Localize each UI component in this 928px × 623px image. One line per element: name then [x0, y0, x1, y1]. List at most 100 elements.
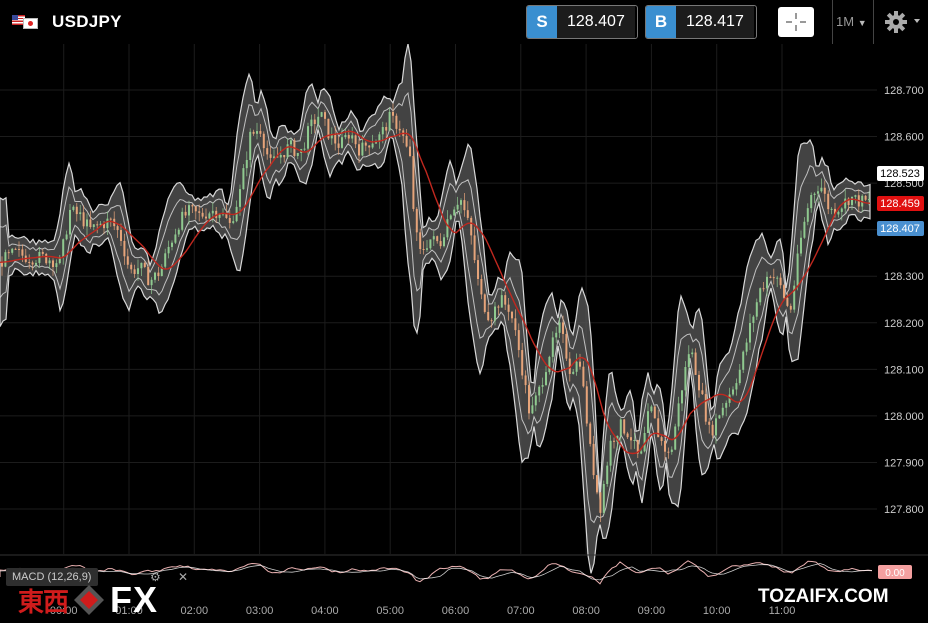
buy-label: B: [646, 6, 676, 38]
candle-body: [551, 337, 554, 357]
price-chart[interactable]: 128.700128.600128.500128.400128.300128.2…: [0, 44, 928, 623]
candle-body: [286, 144, 289, 158]
price-tag-label: 128.459: [880, 198, 920, 210]
candle-body: [500, 295, 503, 308]
candle-body: [426, 248, 428, 250]
candle-body: [626, 433, 629, 438]
watermark-logo-left: 東西 FX: [18, 579, 159, 620]
x-tick-label: 00:00: [50, 605, 78, 617]
watermark-diamond-icon: [74, 585, 105, 615]
candle-body: [477, 260, 479, 280]
watermark-fx: FX: [110, 579, 159, 620]
candle-body: [174, 234, 177, 243]
buy-price: 128.417: [676, 6, 754, 38]
price-tag: [877, 196, 924, 211]
candle-body: [473, 235, 476, 261]
candle-body: [228, 217, 231, 223]
candle-body: [181, 211, 184, 230]
candle-body: [41, 251, 44, 254]
candle-body: [89, 219, 92, 228]
candle-body: [851, 196, 853, 206]
candle-body: [415, 208, 418, 233]
candle-body: [126, 256, 129, 265]
candle-body: [864, 195, 867, 200]
timeframe-dropdown[interactable]: 1M ▼: [836, 14, 867, 29]
candle-body: [273, 156, 275, 158]
candle-body: [694, 352, 697, 375]
macd-settings-icon[interactable]: ⚙: [150, 570, 161, 584]
candle-body: [133, 269, 136, 275]
candle-body: [398, 128, 401, 131]
candle-body: [143, 262, 146, 267]
candle-body: [494, 306, 496, 321]
price-axis: [877, 44, 928, 554]
candle-body: [823, 187, 826, 194]
candle-body: [534, 395, 537, 406]
candle-body: [640, 451, 643, 454]
candle-body: [378, 134, 381, 142]
macd-indicator-label[interactable]: MACD (12,26,9): [6, 568, 98, 586]
candle-body: [789, 305, 792, 310]
candle-body: [575, 361, 578, 372]
candle-body: [215, 210, 218, 218]
sell-button[interactable]: S 128.407: [526, 5, 638, 39]
candle-body: [324, 112, 326, 119]
candle-body: [109, 218, 112, 220]
symbol-title[interactable]: USDJPY: [52, 12, 122, 31]
candle-body: [776, 277, 779, 279]
candle-body: [256, 131, 258, 134]
candle-body: [130, 264, 133, 270]
settings-button[interactable]: [884, 10, 924, 41]
candle-body: [596, 475, 598, 493]
watermark-kanji: 東西: [18, 587, 69, 618]
crosshair-button[interactable]: [778, 7, 814, 37]
macd-line: [0, 560, 873, 585]
candle-body: [660, 437, 663, 442]
candle-body: [837, 211, 840, 215]
candle-body: [140, 262, 143, 269]
candle-body: [599, 492, 602, 513]
y-tick-label: 128.000: [884, 411, 924, 423]
candle-body: [371, 143, 374, 148]
candle-body: [35, 262, 37, 265]
candle-body: [514, 318, 517, 331]
candle-body: [528, 385, 530, 414]
candle-body: [449, 215, 452, 220]
candle-body: [728, 394, 731, 403]
candle-body: [541, 385, 544, 387]
macd-close-icon[interactable]: ✕: [178, 570, 189, 584]
candle-body: [225, 213, 228, 218]
candle-body: [647, 411, 649, 433]
candle-body: [232, 221, 235, 223]
candle-body: [793, 285, 796, 310]
candle-body: [847, 198, 850, 206]
candle-body: [664, 441, 666, 452]
candle-body: [463, 200, 466, 211]
candle-body: [677, 403, 680, 427]
candle-body: [7, 252, 10, 254]
candle-body: [194, 206, 197, 212]
candle-body: [766, 276, 768, 289]
candle-body: [160, 266, 163, 276]
candle-body: [844, 198, 847, 209]
candle-body: [579, 361, 581, 367]
candle-body: [745, 342, 748, 352]
candle-body: [820, 187, 823, 192]
candle-body: [623, 419, 626, 434]
candle-body: [531, 405, 534, 414]
candle-body: [721, 407, 724, 416]
y-tick-label: 127.800: [884, 504, 924, 516]
x-tick-label: 02:00: [181, 605, 209, 617]
candle-body: [72, 206, 75, 210]
candle-body: [198, 211, 201, 213]
candle-body: [341, 137, 343, 148]
candle-body: [704, 394, 707, 422]
candle-body: [827, 193, 830, 210]
candle-body: [419, 232, 422, 249]
candle-body: [759, 288, 762, 303]
candle-body: [439, 241, 442, 247]
candle-body: [585, 386, 588, 424]
buy-button[interactable]: B 128.417: [645, 5, 757, 39]
candles: [1, 103, 870, 522]
candle-body: [830, 208, 833, 210]
